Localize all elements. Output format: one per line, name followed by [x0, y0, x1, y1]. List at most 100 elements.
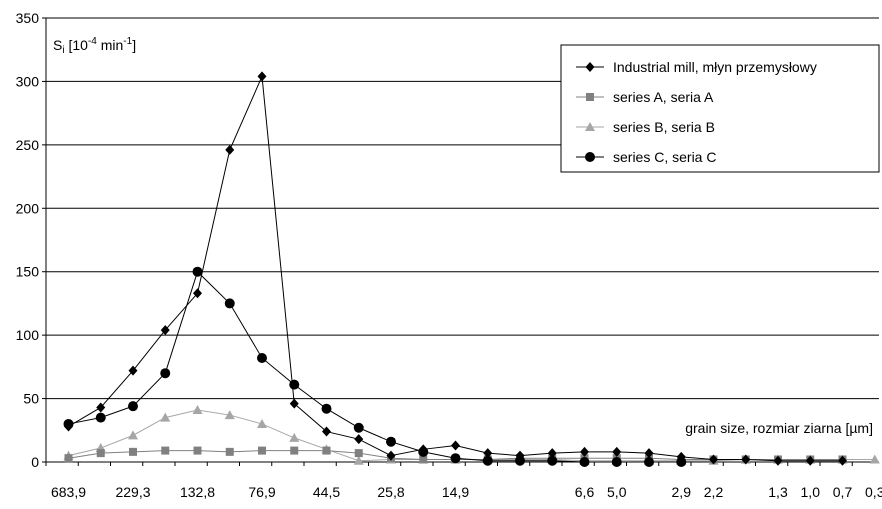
data-point — [676, 457, 687, 467]
data-point — [386, 450, 396, 461]
data-point — [838, 455, 847, 466]
x-tick-label: 1,3 — [768, 484, 788, 500]
x-tick-label: 44,5 — [313, 484, 340, 500]
data-point — [128, 365, 138, 376]
data-point — [63, 418, 74, 429]
data-point — [161, 446, 170, 455]
data-point — [160, 325, 170, 336]
data-point — [709, 454, 718, 465]
data-point — [547, 448, 557, 459]
data-point — [192, 266, 203, 277]
data-point — [418, 446, 429, 457]
data-point — [129, 447, 137, 456]
data-point — [160, 412, 171, 422]
y-tick-label: 100 — [16, 327, 40, 343]
x-tick-labels: 683,9 229,3 132,8 76,9 44,5 25,8 14,9 6,6 5,0 2,9… — [51, 484, 882, 500]
legend-swatch-marker — [585, 152, 595, 162]
x-tick-label: 14,9 — [442, 484, 469, 500]
data-point — [95, 412, 106, 423]
series-diamond — [64, 71, 847, 466]
series-circle — [63, 266, 687, 467]
y-tick-label: 300 — [16, 73, 40, 89]
data-point — [128, 401, 138, 412]
x-tick-label: 76,9 — [248, 484, 275, 500]
y-tick-labels: 0 50 100 150 200 250 300 350 — [16, 10, 40, 470]
series-line — [68, 270, 682, 463]
legend-box — [560, 44, 880, 173]
data-point — [257, 352, 267, 363]
data-point — [580, 446, 589, 457]
data-point — [289, 398, 299, 409]
x-tick-label: 2,9 — [672, 484, 692, 500]
data-point — [224, 410, 235, 420]
legend-label: series A, seria A — [613, 89, 714, 105]
data-point — [451, 440, 460, 451]
data-point — [547, 455, 558, 466]
legend-label: series C, seria C — [613, 149, 716, 165]
data-point — [579, 457, 590, 467]
x-axis-label: grain size, rozmiar ziarna [µm] — [685, 420, 873, 436]
y-tick-label: 50 — [23, 391, 39, 407]
y-tick-label: 250 — [16, 137, 40, 153]
data-point — [224, 298, 235, 309]
data-point — [805, 455, 815, 466]
data-point — [450, 453, 461, 464]
x-tick-label: 5,0 — [607, 484, 627, 500]
data-point — [64, 454, 73, 463]
y-tick-label: 0 — [31, 454, 39, 470]
legend-swatch-marker — [586, 93, 594, 101]
data-point — [193, 288, 202, 299]
y-tick-label: 200 — [16, 200, 40, 216]
legend-label: Industrial mill, młyn przemysłowy — [613, 59, 817, 75]
legend-swatch-marker — [585, 122, 595, 131]
y-axis-label: Si [10-4 min-1] — [53, 36, 136, 56]
legend-label: series B, seria B — [613, 119, 715, 135]
data-point — [354, 434, 364, 445]
y-tick-label: 350 — [16, 10, 40, 26]
x-tick-label: 229,3 — [115, 484, 150, 500]
data-point — [386, 436, 396, 447]
data-point — [193, 446, 202, 455]
data-point — [290, 446, 299, 455]
data-point — [289, 379, 300, 390]
x-tick-label: 0,7 — [833, 484, 853, 500]
data-point — [322, 446, 331, 455]
data-point — [741, 454, 751, 465]
data-point — [515, 455, 525, 466]
data-point — [225, 144, 235, 155]
data-point — [773, 455, 783, 466]
series-group — [63, 71, 880, 467]
axes — [42, 17, 879, 466]
data-point — [257, 418, 267, 428]
data-point — [644, 448, 654, 459]
data-point — [96, 402, 106, 413]
x-tick-label: 1,0 — [801, 484, 821, 500]
legend-entry: series B, seria B — [576, 119, 715, 135]
data-point — [322, 426, 331, 437]
legend-entry: series C, seria C — [576, 149, 716, 165]
x-tick-label: 2,2 — [704, 484, 724, 500]
y-tick-label: 150 — [16, 264, 40, 280]
x-tick-label: 683,9 — [51, 484, 86, 500]
legend-entry: Industrial mill, młyn przemysłowy — [576, 59, 817, 75]
data-point — [192, 404, 203, 414]
data-point — [321, 403, 332, 414]
data-point — [258, 446, 266, 455]
legend-entry: series A, seria A — [576, 89, 714, 105]
data-point — [869, 454, 880, 464]
data-point — [353, 455, 364, 465]
data-point — [96, 449, 105, 458]
legend-swatch-marker — [585, 62, 595, 72]
data-point — [482, 455, 493, 466]
gridlines — [46, 17, 879, 400]
data-point — [353, 422, 364, 433]
data-point — [289, 432, 300, 442]
legend: Industrial mill, młyn przemysłowy series … — [560, 44, 880, 173]
data-point — [160, 368, 171, 379]
data-point — [644, 457, 654, 467]
data-point — [612, 446, 622, 457]
data-point — [128, 430, 138, 440]
data-point — [257, 71, 267, 82]
x-tick-label: 6,6 — [575, 484, 595, 500]
